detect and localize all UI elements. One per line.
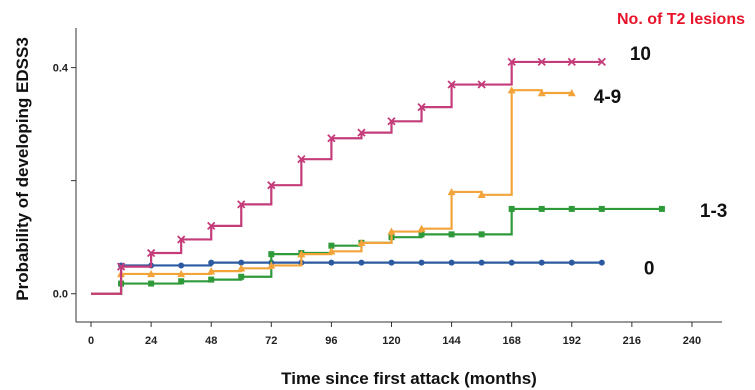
data-point: [417, 103, 426, 112]
x-ticks: 0 24 48 72 96 120 144 168 192 216 240: [88, 322, 701, 347]
data-point: [267, 181, 276, 190]
data-point: [568, 205, 575, 212]
x-tick-label: 192: [563, 335, 581, 347]
legend-title: No. of T2 lesions: [617, 11, 745, 28]
data-point: [477, 80, 486, 89]
data-point: [418, 231, 425, 238]
data-point: [177, 235, 186, 244]
y-axis-title: Probability of developing EDSS3: [13, 37, 32, 301]
data-point: [297, 250, 306, 258]
x-tick-label: 240: [683, 335, 701, 347]
x-tick-label: 96: [325, 335, 337, 347]
data-point: [507, 57, 516, 67]
data-point: [538, 259, 545, 266]
data-point: [147, 269, 156, 278]
series-line: [91, 89, 572, 295]
data-point: [447, 187, 456, 196]
y-tick-label: 0.0: [53, 289, 68, 301]
data-point: [478, 231, 485, 238]
data-point: [178, 278, 185, 285]
x-tick-label: 24: [145, 335, 158, 347]
series-label-0: 0: [644, 259, 655, 280]
data-point: [207, 267, 216, 275]
data-point: [357, 128, 366, 137]
series-line: [91, 261, 602, 295]
data-point: [297, 155, 306, 164]
data-point: [388, 259, 395, 266]
data-point: [418, 259, 425, 266]
data-point: [387, 117, 396, 126]
data-point: [208, 259, 215, 266]
data-point: [417, 224, 426, 232]
data-point: [238, 273, 245, 280]
data-point: [328, 242, 335, 249]
data-point: [237, 264, 246, 272]
data-point: [207, 221, 216, 231]
data-point: [597, 57, 606, 67]
data-point: [447, 80, 456, 89]
data-point: [327, 247, 336, 255]
data-point: [448, 259, 455, 266]
data-point: [507, 86, 516, 94]
data-point: [358, 259, 365, 266]
x-tick-label: 168: [502, 335, 520, 347]
x-tick-label: 48: [205, 335, 217, 347]
series-label-1-3: 1-3: [700, 201, 727, 222]
x-tick-label: 216: [623, 335, 641, 347]
x-tick-label: 72: [265, 335, 277, 347]
data-point: [538, 205, 545, 212]
data-point: [508, 259, 515, 266]
data-point: [567, 57, 576, 67]
series-4-9: [91, 86, 576, 295]
x-tick-label: 120: [382, 335, 400, 347]
series-0: [91, 259, 605, 295]
series-1-3: [91, 205, 665, 295]
data-point: [598, 205, 605, 212]
x-axis-title: Time since first attack (months): [281, 369, 537, 388]
data-point: [116, 262, 126, 271]
data-point: [268, 251, 275, 258]
series-end-labels: 0 1-3 4-9 10: [594, 44, 728, 280]
data-point: [177, 269, 186, 278]
data-point: [537, 57, 546, 67]
data-point: [508, 205, 515, 212]
data-point: [598, 259, 605, 266]
data-point: [237, 200, 246, 209]
series-label-4-9: 4-9: [594, 87, 621, 108]
y-ticks: 0.0 0.4: [53, 63, 76, 301]
series-line: [91, 60, 602, 295]
y-tick-label: 0.4: [53, 63, 69, 75]
data-point: [238, 259, 245, 266]
data-point: [568, 259, 575, 266]
data-point: [477, 190, 486, 198]
data-point: [267, 261, 276, 269]
data-point: [478, 259, 485, 266]
series-layer: [91, 57, 665, 295]
data-point: [387, 227, 396, 235]
data-point: [327, 134, 336, 143]
data-point: [357, 238, 366, 247]
data-point: [208, 276, 215, 283]
data-point: [328, 259, 335, 266]
data-point: [567, 89, 576, 97]
data-point: [448, 231, 455, 238]
x-tick-label: 144: [442, 335, 461, 347]
series-label-10: 10: [630, 44, 651, 65]
plot-area: 0.0 0.4 0 24 48 72 96 120 144 168 192 216 240 0 1-3 4…: [53, 28, 728, 347]
series-line: [91, 207, 662, 295]
data-point: [537, 89, 546, 97]
data-point: [658, 205, 665, 212]
x-tick-label: 0: [88, 335, 94, 347]
data-point: [148, 280, 155, 287]
data-point: [146, 248, 156, 258]
series-10: [91, 57, 606, 295]
data-point: [178, 262, 185, 269]
